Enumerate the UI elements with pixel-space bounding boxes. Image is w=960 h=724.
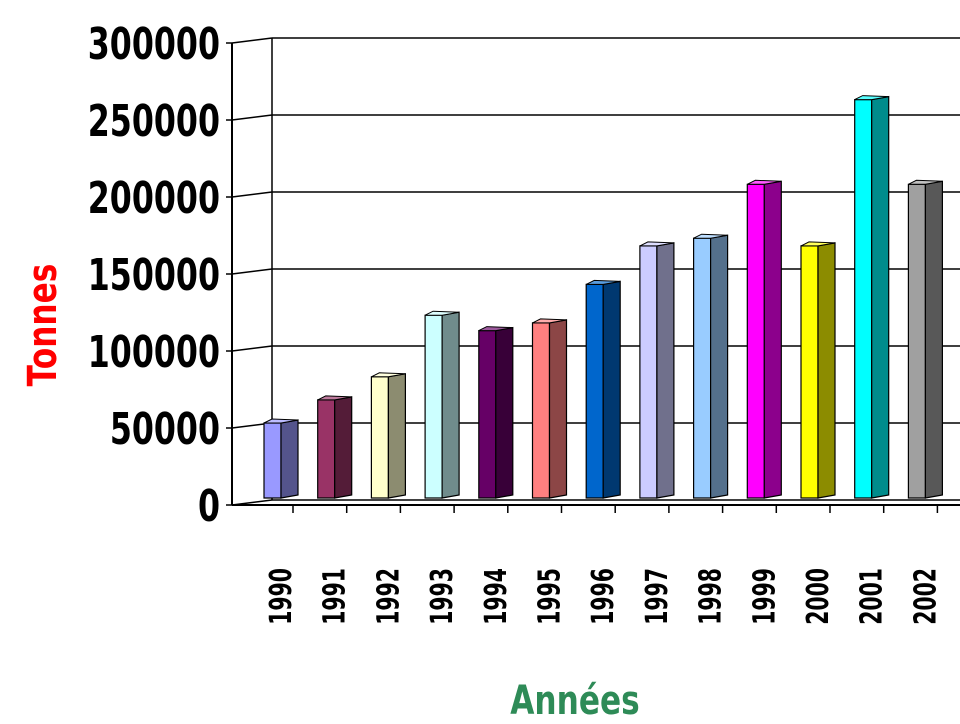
x-tick-label: 1996	[586, 568, 621, 625]
bar-side	[871, 95, 890, 499]
bar	[370, 372, 406, 499]
bar-top	[263, 418, 299, 424]
bar-top	[908, 179, 943, 185]
y-tick-label: 150000	[88, 250, 220, 302]
bar-top	[747, 179, 782, 185]
bar-side	[709, 234, 729, 499]
x-tick-label: 1997	[640, 568, 675, 625]
bar	[746, 179, 782, 499]
x-tick-label: 2002	[909, 568, 944, 625]
bar-front	[317, 399, 336, 499]
x-tick-labels: 1990 1991 1992 1993 1994 1995 1996 1997 1998 1999…	[264, 568, 943, 625]
bar-top	[371, 372, 406, 378]
bar-front	[692, 237, 712, 499]
y-axis-title: Tonnes	[20, 264, 66, 387]
x-tick-label: 1993	[425, 568, 460, 625]
y-tick-labels: 0 50000 100000 150000 200000 250000 300000	[88, 19, 220, 533]
bar	[800, 241, 836, 499]
bar-top	[854, 95, 889, 101]
bar-side	[334, 396, 353, 499]
bar	[317, 395, 353, 499]
bar	[692, 233, 729, 499]
bar-top	[317, 395, 352, 401]
bar-top	[532, 318, 567, 324]
bar-front	[854, 98, 873, 499]
x-tick-label: 2001	[855, 568, 890, 625]
gridline-side	[231, 191, 273, 198]
y-tick-label: 300000	[88, 19, 220, 71]
bar-front	[370, 376, 389, 499]
bar-side	[656, 242, 675, 499]
y-tick-label: 250000	[88, 96, 220, 148]
bar-side	[817, 242, 836, 499]
bar-side	[280, 419, 299, 499]
bar	[585, 279, 621, 499]
bar-top	[585, 279, 621, 285]
bar-top	[693, 233, 728, 239]
x-tick-label: 1998	[694, 568, 729, 625]
x-tick-label: 1999	[747, 568, 782, 625]
bar	[639, 241, 675, 499]
bar-top	[800, 241, 836, 247]
gridline-side	[231, 345, 273, 352]
x-tick-label: 1991	[318, 568, 353, 625]
bar-top	[639, 241, 674, 247]
bar-side	[924, 180, 944, 499]
gridline-side	[231, 268, 273, 275]
gridline-side	[231, 37, 273, 44]
bar-top	[424, 310, 460, 316]
y-tick-label: 50000	[110, 404, 220, 456]
bars	[263, 95, 944, 499]
bar-front	[907, 183, 927, 499]
x-tick-label: 1992	[372, 568, 407, 625]
x-tick-label: 1990	[264, 568, 299, 625]
bar-front	[531, 322, 551, 499]
y-tick-label: 200000	[88, 173, 220, 225]
bar-front	[263, 422, 282, 499]
bar-side	[602, 280, 621, 499]
bar-front	[746, 183, 765, 499]
bar-side	[387, 373, 406, 499]
bar-front	[424, 314, 443, 499]
bar	[478, 326, 514, 499]
x-tick-label: 1995	[533, 568, 568, 625]
x-tick-label: 2000	[801, 568, 836, 625]
bar	[531, 318, 568, 499]
bar-side	[495, 326, 514, 499]
bar-side	[763, 180, 782, 499]
bar-front	[800, 245, 819, 499]
x-axis-title: Années	[510, 678, 639, 724]
bar	[424, 310, 460, 499]
bar-front	[639, 245, 658, 499]
bar	[907, 179, 944, 499]
x-tick-label: 1994	[479, 568, 514, 625]
bar-front	[585, 283, 604, 499]
bar	[263, 418, 299, 499]
gridline-side	[231, 114, 273, 121]
bar	[854, 95, 890, 499]
bar-side	[441, 311, 460, 499]
bar-side	[548, 319, 568, 499]
bar-top	[478, 326, 513, 332]
bar-front	[478, 330, 497, 499]
y-tick-label: 0	[198, 481, 220, 533]
y-tick-label: 100000	[88, 327, 220, 379]
